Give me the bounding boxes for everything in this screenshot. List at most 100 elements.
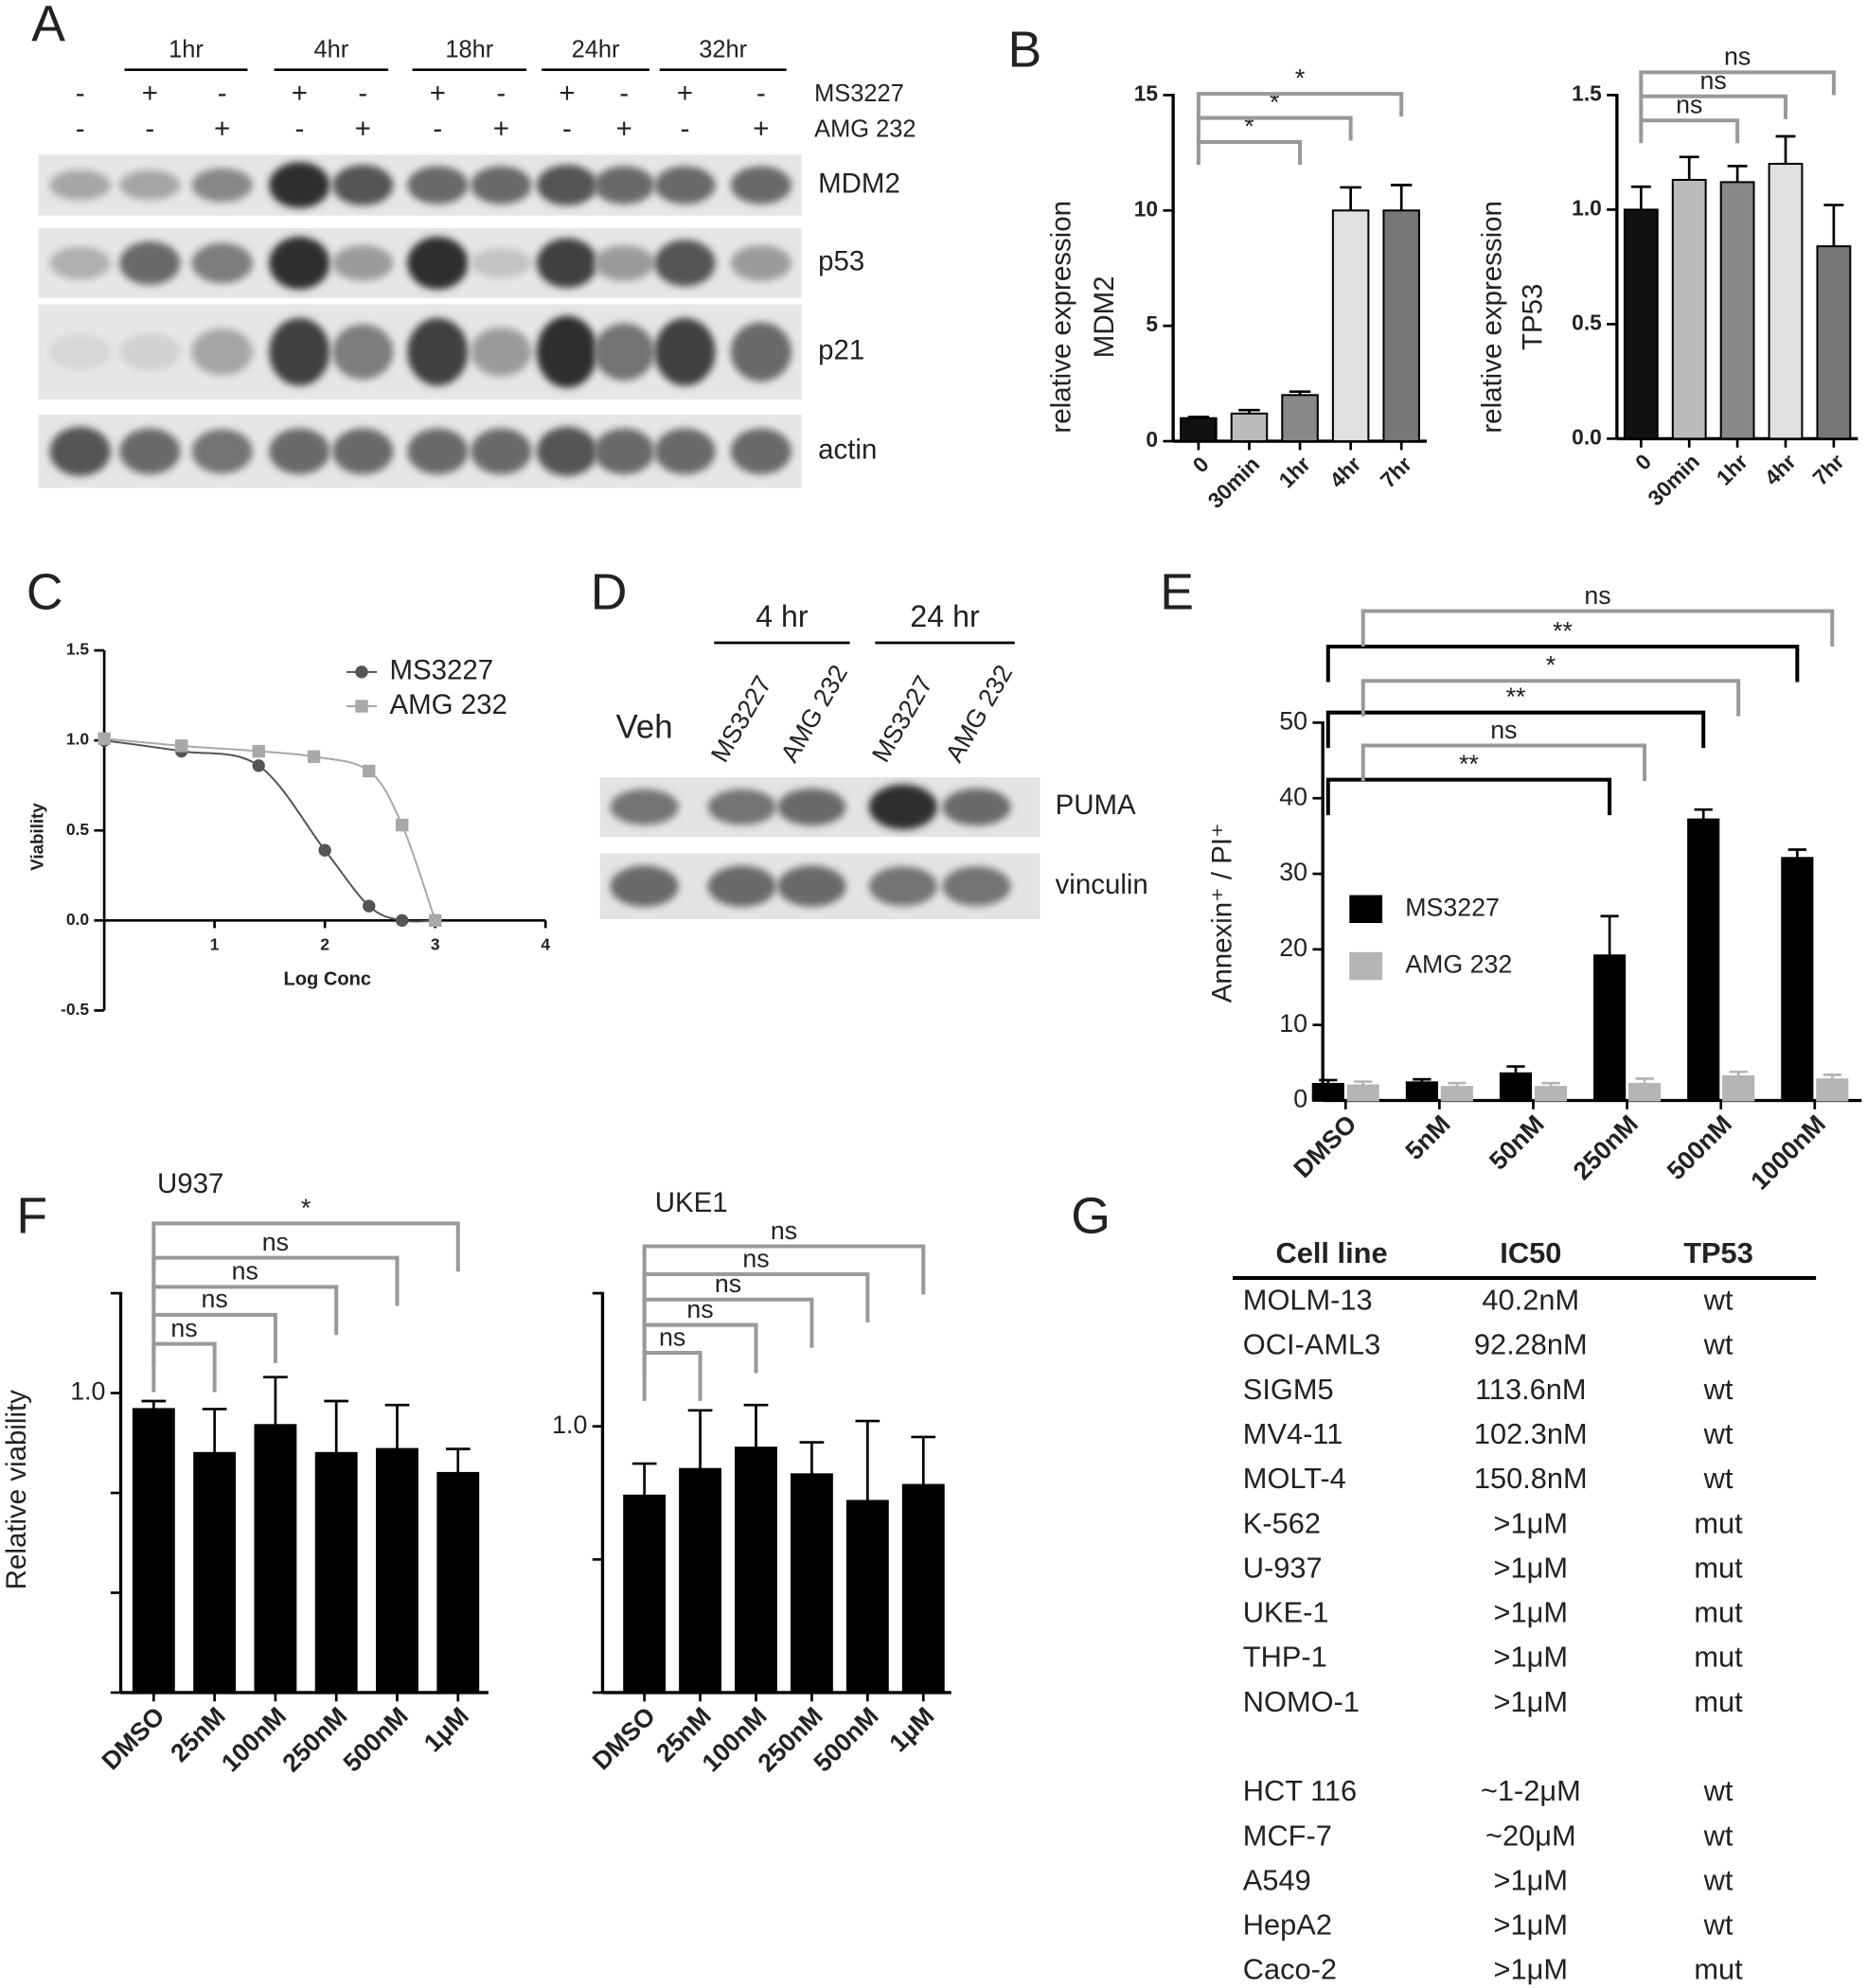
bar	[1671, 178, 1707, 440]
legend-label: MS3227	[389, 655, 493, 686]
bar	[1311, 1082, 1344, 1102]
error-bar	[1823, 1074, 1841, 1080]
timepoint-label: 24hr	[572, 36, 620, 62]
significance-bracket	[1325, 777, 1612, 816]
error-bar	[1541, 1081, 1560, 1088]
x-tick-label: 1μM	[883, 1701, 939, 1757]
error-bar	[1694, 808, 1713, 820]
bar	[790, 1473, 833, 1694]
treatment-mark: +	[355, 114, 371, 145]
bar	[1534, 1086, 1568, 1102]
table-cell: wt	[1703, 1328, 1734, 1361]
error-bar	[911, 1435, 936, 1485]
significance-label: ns	[771, 1216, 797, 1245]
table-header: Cell line	[1275, 1236, 1387, 1269]
data-point	[318, 843, 331, 857]
panel-label: D	[591, 565, 628, 621]
error-bar	[799, 1441, 825, 1475]
legend-swatch	[1349, 895, 1383, 923]
significance-bracket	[151, 1312, 277, 1363]
table-cell: ~20μM	[1485, 1819, 1576, 1852]
blot-band	[707, 789, 776, 825]
bar	[623, 1494, 667, 1694]
table-cell: 102.3nM	[1474, 1417, 1588, 1450]
x-tick-label: 1000nM	[1745, 1109, 1831, 1196]
table-cell: 150.8nM	[1474, 1462, 1588, 1495]
table-cell: >1μM	[1494, 1863, 1569, 1896]
blot-band	[191, 429, 253, 474]
significance-label: ns	[1490, 716, 1517, 744]
y-tick-label: 1.0	[66, 730, 89, 749]
treatment-mark: -	[358, 78, 367, 109]
significance-bracket	[1639, 94, 1788, 119]
error-bar	[445, 1447, 471, 1473]
y-tick-label: 0.0	[66, 910, 89, 929]
y-tick-label: 1.0	[1572, 195, 1602, 220]
error-bar	[1823, 204, 1844, 247]
error-bar	[1787, 848, 1806, 859]
bar	[1781, 857, 1814, 1102]
legend-label: AMG 232	[1405, 950, 1512, 979]
data-point	[428, 914, 442, 928]
error-bar	[384, 1403, 410, 1449]
x-tick-label: DMSO	[1289, 1109, 1362, 1183]
x-tick-label: 7hr	[1807, 449, 1849, 490]
bar	[1623, 208, 1659, 440]
table-cell: >1μM	[1494, 1908, 1569, 1942]
band-label: PUMA	[1056, 790, 1136, 821]
data-point	[252, 759, 265, 772]
chart-title: U937	[157, 1168, 223, 1199]
table-cell: SIGM5	[1243, 1373, 1334, 1406]
blot-band	[269, 317, 330, 386]
significance-label: *	[1244, 112, 1254, 140]
significance-bracket	[1360, 679, 1741, 717]
blot-band	[471, 166, 532, 204]
blot-band	[654, 317, 716, 386]
table-cell: 92.28nM	[1474, 1328, 1588, 1361]
band-label: vinculin	[1056, 869, 1148, 900]
legend-label: AMG 232	[389, 689, 507, 720]
blot-band	[730, 166, 791, 204]
significance-bracket	[151, 1341, 217, 1393]
blot-band	[777, 865, 846, 907]
fit-curve	[104, 737, 436, 921]
significance-label: ns	[262, 1228, 289, 1256]
lane-label: AMG 232	[940, 660, 1019, 767]
table-cell: >1μM	[1494, 1596, 1569, 1629]
blot-band	[269, 428, 330, 475]
error-bar	[1775, 134, 1796, 165]
y-axis-title: TP53	[1518, 284, 1549, 350]
significance-bracket	[642, 1351, 702, 1401]
treatment-mark: -	[218, 78, 227, 109]
table-cell: MOLT-4	[1243, 1462, 1346, 1495]
error-bar	[202, 1408, 227, 1453]
blot-band	[332, 324, 394, 380]
x-tick-label: 1μM	[418, 1701, 474, 1757]
blot-band	[119, 169, 181, 201]
table-cell: HCT 116	[1243, 1774, 1357, 1807]
legend-marker	[355, 700, 368, 713]
blot-band	[407, 237, 469, 290]
blot-band	[471, 428, 532, 475]
blot-band	[49, 426, 111, 476]
blot-band	[119, 240, 181, 285]
table-cell: mut	[1694, 1641, 1743, 1674]
legend-swatch	[1349, 951, 1383, 981]
blot-band	[777, 788, 846, 826]
panel-label: B	[1008, 22, 1042, 78]
error-bar	[1354, 1080, 1373, 1086]
table-cell: >1μM	[1494, 1506, 1569, 1539]
panel-label: G	[1071, 1189, 1111, 1245]
bar	[901, 1483, 945, 1694]
blot-band	[594, 323, 655, 381]
panel-label: E	[1160, 565, 1194, 621]
bar	[314, 1451, 358, 1694]
significance-bracket	[642, 1244, 926, 1295]
y-tick-label: 20	[1279, 933, 1307, 962]
lane-label: MS3227	[705, 671, 777, 767]
table-cell: wt	[1703, 1774, 1734, 1807]
y-tick-label: -0.5	[61, 1000, 89, 1019]
x-tick-label: 30min	[1643, 449, 1704, 510]
significance-label: **	[1553, 616, 1573, 645]
